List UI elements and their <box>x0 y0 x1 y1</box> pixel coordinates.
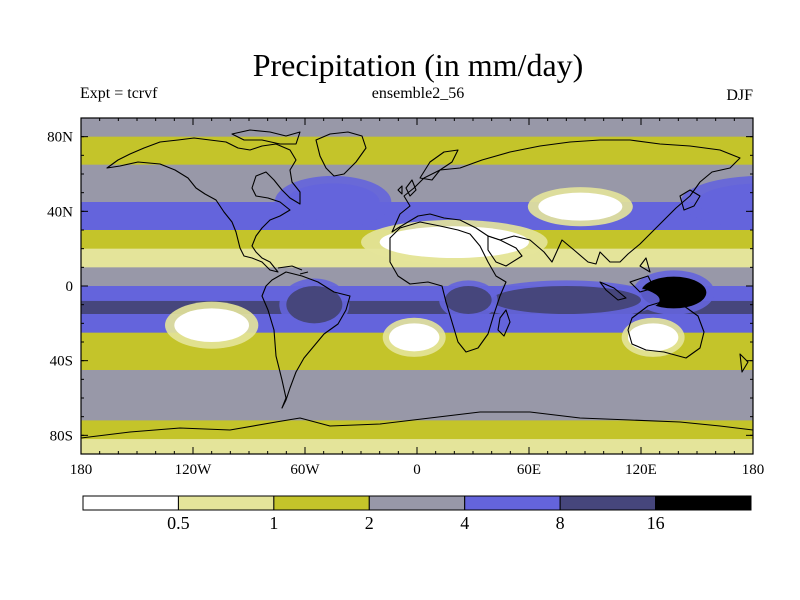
zonal-band <box>81 420 753 440</box>
y-tick-label: 40S <box>50 354 73 370</box>
y-tick-label: 0 <box>66 279 74 295</box>
coastline-caribbean <box>277 265 309 275</box>
colorbar-label: 16 <box>647 513 665 533</box>
coastline-british-isles <box>397 179 417 197</box>
coastline-australia <box>627 299 705 359</box>
colorbar-label: 4 <box>460 513 469 533</box>
zonal-band <box>81 183 753 203</box>
x-tick-label: 60W <box>290 462 320 478</box>
zonal-band <box>81 401 753 421</box>
coastline-madagascar <box>497 309 511 337</box>
region-north-pacific-storm-track <box>697 183 753 221</box>
region-congo-wet <box>445 286 492 314</box>
coastline-antarctica <box>81 411 753 439</box>
colorbar-swatch <box>464 495 561 511</box>
zonal-band <box>81 351 753 371</box>
zonal-band <box>81 136 753 166</box>
ensemble-label: ensemble2_56 <box>372 85 464 102</box>
colorbar-swatch <box>177 495 275 511</box>
chart-title: Precipitation (in mm/day) <box>253 47 584 83</box>
region-indian-ocean-wet <box>491 286 641 314</box>
map-axes: 180 120W 60W 0 60E 120E 180 80N 40N 0 40S 80S <box>47 118 764 478</box>
coastline-japan <box>679 189 701 211</box>
zonal-band <box>81 118 753 138</box>
coastline-arctic-islands <box>231 129 301 145</box>
x-tick-label: 120W <box>175 462 213 478</box>
coastline-scandinavia <box>419 149 459 181</box>
zonal-band <box>81 388 753 403</box>
coastlines <box>81 129 753 439</box>
colorbar-swatch <box>559 495 657 511</box>
precipitation-field <box>81 118 753 454</box>
coastline-eurasia <box>391 139 741 265</box>
colorbar-swatch <box>655 495 752 511</box>
coastline-arabia <box>487 235 523 267</box>
region-sahara-arabia-dry <box>379 226 529 258</box>
colorbar-swatch <box>368 495 466 511</box>
region-central-asia-dry <box>538 192 623 221</box>
x-tick-label: 120E <box>625 462 657 478</box>
zonal-band <box>81 439 753 454</box>
y-tick-label: 80S <box>50 428 73 444</box>
colorbar-label: 8 <box>556 513 565 533</box>
x-tick-label: 60E <box>517 462 541 478</box>
season-label: DJF <box>726 87 753 104</box>
zonal-band <box>81 164 753 184</box>
region-south-atlantic-dry <box>389 323 440 352</box>
region-east-pacific-dry <box>174 308 249 343</box>
x-tick-label: 0 <box>413 462 421 478</box>
zonal-band <box>81 370 753 390</box>
colorbar-label: 0.5 <box>167 513 190 533</box>
colorbar-label: 2 <box>365 513 374 533</box>
coastline-south-america <box>261 271 351 409</box>
colorbar-swatch <box>273 495 370 511</box>
region-amazon-wet <box>286 286 343 324</box>
y-tick-label: 80N <box>47 130 73 146</box>
experiment-label: Expt = tcrvf <box>80 85 158 102</box>
region-australia-dry <box>627 323 679 352</box>
colorbar: 0.5 1 2 4 8 16 <box>82 495 752 533</box>
coastline-maritime-continent <box>599 257 701 301</box>
colorbar-swatch <box>82 495 179 511</box>
coastline-africa <box>389 221 507 353</box>
x-tick-label: 180 <box>70 462 93 478</box>
coastline-new-zealand <box>739 353 749 373</box>
coastline-greenland <box>315 131 367 177</box>
colorbar-label: 1 <box>269 513 278 533</box>
coastline-north-america <box>106 137 301 273</box>
region-north-atlantic-storm-track <box>286 183 380 221</box>
x-tick-label: 180 <box>742 462 765 478</box>
y-tick-label: 40N <box>47 204 73 220</box>
